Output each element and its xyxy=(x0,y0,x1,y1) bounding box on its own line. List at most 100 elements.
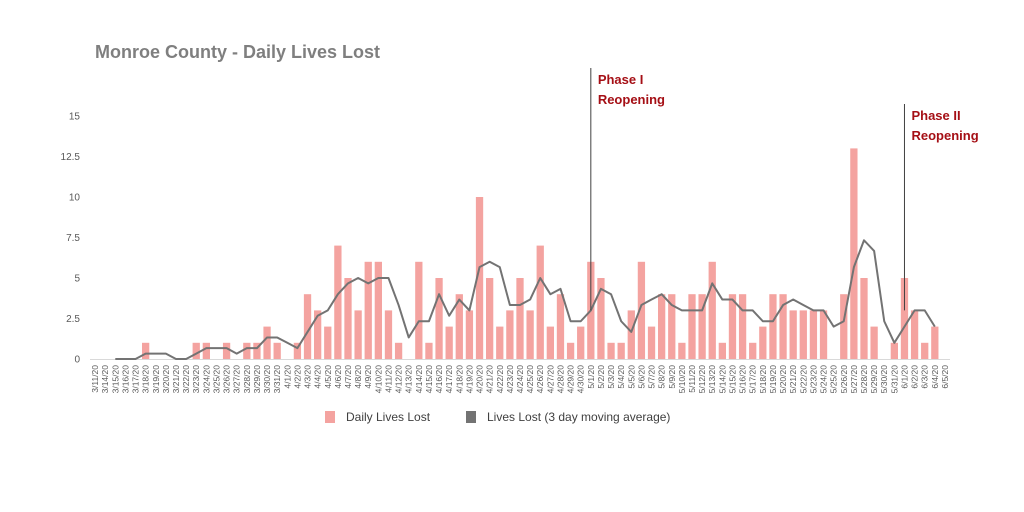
bar xyxy=(354,310,362,359)
bar xyxy=(273,342,281,359)
x-tick-label: 5/11/20 xyxy=(687,365,697,393)
x-tick-label: 5/19/20 xyxy=(768,365,778,394)
bar xyxy=(425,342,433,359)
bar xyxy=(577,326,585,359)
bar xyxy=(860,278,868,359)
bar xyxy=(809,310,818,359)
bar xyxy=(607,342,615,359)
bar xyxy=(627,310,635,359)
bar xyxy=(536,245,544,359)
x-tick-label: 5/3/20 xyxy=(606,365,616,389)
x-tick-label: 3/23/20 xyxy=(191,365,201,394)
bar xyxy=(678,342,686,359)
y-tick-label: 5 xyxy=(74,274,80,285)
bar xyxy=(688,294,696,359)
x-tick-label: 4/24/20 xyxy=(515,365,525,394)
x-tick-label: 5/6/20 xyxy=(636,365,646,389)
x-tick-label: 4/17/20 xyxy=(444,365,454,394)
x-tick-label: 3/16/20 xyxy=(120,365,130,394)
bar xyxy=(334,245,342,359)
bar xyxy=(647,326,656,359)
x-tick-label: 5/12/20 xyxy=(697,365,707,394)
x-tick-label: 3/29/20 xyxy=(252,365,262,394)
bar xyxy=(293,342,302,359)
x-tick-label: 5/4/20 xyxy=(616,365,626,389)
bar xyxy=(142,342,150,359)
x-tick-label: 5/14/20 xyxy=(717,365,727,394)
x-tick-label: 4/25/20 xyxy=(525,365,535,394)
legend-swatch-bars xyxy=(325,411,335,423)
x-tick-label: 3/20/20 xyxy=(161,365,171,394)
x-tick-label: 3/26/20 xyxy=(222,365,232,394)
x-tick-label: 4/23/20 xyxy=(505,365,515,394)
bar xyxy=(506,310,514,359)
x-tick-label: 4/5/20 xyxy=(323,365,333,389)
annotation-label: Phase I xyxy=(598,72,644,87)
bar xyxy=(668,294,676,359)
bar xyxy=(556,294,565,359)
bar xyxy=(597,278,605,359)
x-tick-label: 4/19/20 xyxy=(464,365,474,394)
bar xyxy=(637,261,646,359)
x-tick-label: 4/8/20 xyxy=(353,365,363,389)
annotation-label: Reopening xyxy=(911,128,978,143)
bar xyxy=(779,294,787,359)
bar xyxy=(344,278,352,359)
x-tick-label: 3/30/20 xyxy=(262,365,272,394)
x-tick-label: 3/31/20 xyxy=(272,365,282,394)
bar xyxy=(850,148,858,359)
x-tick-label: 3/22/20 xyxy=(181,365,191,394)
x-tick-label: 5/5/20 xyxy=(626,365,636,389)
x-tick-label: 5/28/20 xyxy=(859,365,869,394)
x-tick-label: 5/15/20 xyxy=(727,365,737,394)
x-tick-label: 5/18/20 xyxy=(758,365,768,394)
bar xyxy=(496,326,504,359)
y-tick-label: 0 xyxy=(74,355,80,366)
x-tick-label: 4/4/20 xyxy=(313,365,323,389)
bar xyxy=(384,310,393,359)
bar xyxy=(840,294,848,359)
bar xyxy=(202,342,210,359)
bar xyxy=(799,310,807,359)
x-tick-label: 5/16/20 xyxy=(738,365,748,394)
x-tick-label: 4/9/20 xyxy=(363,365,373,389)
y-tick-label: 7.5 xyxy=(66,233,80,244)
x-tick-label: 5/8/20 xyxy=(657,365,667,389)
x-tick-label: 5/27/20 xyxy=(849,365,859,394)
x-tick-label: 4/7/20 xyxy=(343,365,353,389)
bar xyxy=(789,310,797,359)
legend-label: Daily Lives Lost xyxy=(346,410,431,424)
bar xyxy=(374,261,382,359)
x-tick-label: 4/12/20 xyxy=(394,365,404,394)
bar xyxy=(445,326,453,359)
x-tick-label: 3/19/20 xyxy=(151,365,161,394)
bar xyxy=(455,294,463,359)
bar xyxy=(324,326,332,359)
x-tick-label: 4/1/20 xyxy=(282,365,292,389)
legend: Daily Lives Lost Lives Lost (3 day moving… xyxy=(325,410,670,424)
bar xyxy=(415,261,423,359)
moving-average-line xyxy=(115,239,936,360)
bar xyxy=(698,294,706,359)
y-tick-label: 15 xyxy=(69,112,81,123)
x-tick-label: 6/1/20 xyxy=(899,365,909,389)
x-tick-label: 6/5/20 xyxy=(940,365,950,389)
bar xyxy=(759,326,767,359)
annotation-label: Reopening xyxy=(598,92,665,107)
x-tick-label: 3/11/20 xyxy=(90,365,100,393)
x-tick-label: 3/25/20 xyxy=(211,365,221,394)
chart-title: Monroe County - Daily Lives Lost xyxy=(95,42,381,62)
x-tick-label: 5/24/20 xyxy=(819,365,829,394)
bar xyxy=(516,278,524,359)
x-tick-label: 5/23/20 xyxy=(808,365,818,394)
bar xyxy=(526,310,534,359)
bar xyxy=(465,310,474,359)
x-tick-label: 6/2/20 xyxy=(910,365,920,389)
x-tick-label: 4/6/20 xyxy=(333,365,343,389)
x-tick-label: 5/2/20 xyxy=(596,365,606,389)
x-tick-label: 5/10/20 xyxy=(677,365,687,394)
bar xyxy=(314,310,322,359)
bar xyxy=(738,294,747,359)
bar xyxy=(364,261,372,359)
y-tick-label: 2.5 xyxy=(66,314,80,325)
